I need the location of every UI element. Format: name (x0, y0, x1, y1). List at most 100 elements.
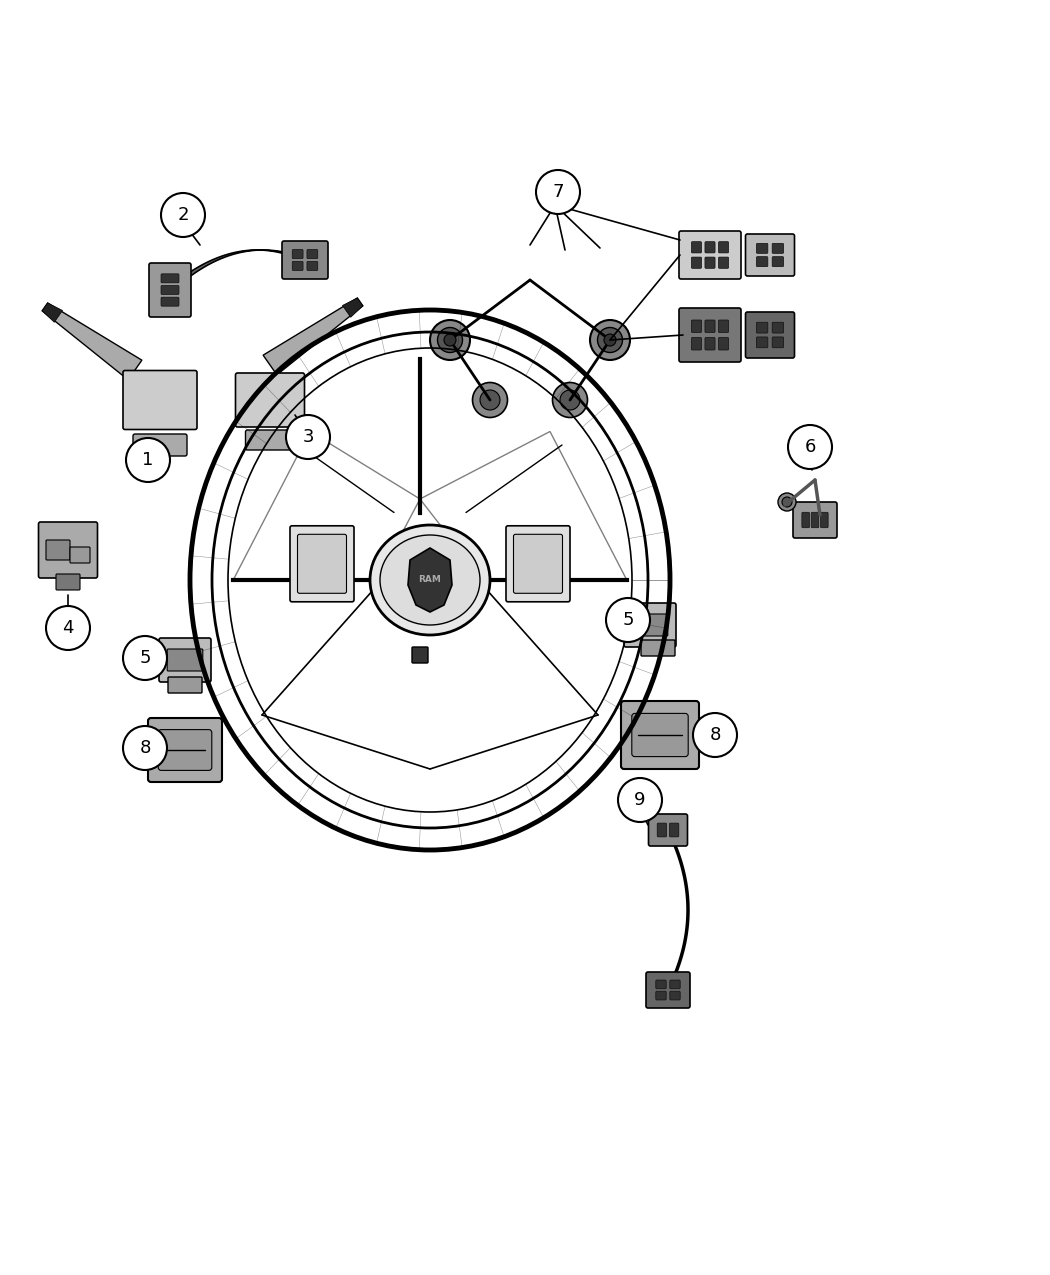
FancyBboxPatch shape (756, 244, 768, 254)
Circle shape (536, 170, 580, 214)
Circle shape (618, 778, 662, 822)
FancyBboxPatch shape (691, 258, 701, 268)
Polygon shape (408, 548, 452, 612)
Ellipse shape (590, 320, 630, 360)
FancyBboxPatch shape (646, 972, 690, 1009)
FancyBboxPatch shape (640, 640, 675, 657)
FancyBboxPatch shape (39, 521, 98, 578)
Ellipse shape (472, 382, 507, 417)
Text: 8: 8 (710, 725, 720, 745)
FancyBboxPatch shape (632, 714, 688, 756)
FancyBboxPatch shape (691, 242, 701, 252)
FancyBboxPatch shape (292, 250, 303, 259)
Ellipse shape (480, 390, 500, 411)
FancyBboxPatch shape (756, 337, 768, 348)
Circle shape (788, 425, 832, 469)
FancyBboxPatch shape (649, 813, 688, 847)
Ellipse shape (430, 320, 470, 360)
FancyBboxPatch shape (624, 603, 676, 646)
FancyBboxPatch shape (656, 980, 666, 988)
Text: RAM: RAM (419, 575, 441, 584)
Text: 3: 3 (302, 428, 314, 446)
Ellipse shape (438, 328, 462, 352)
Ellipse shape (560, 390, 580, 411)
FancyBboxPatch shape (718, 258, 729, 268)
FancyBboxPatch shape (161, 274, 179, 283)
Text: 8: 8 (140, 740, 151, 757)
FancyBboxPatch shape (292, 261, 303, 270)
FancyBboxPatch shape (56, 574, 80, 590)
FancyBboxPatch shape (772, 244, 783, 254)
FancyBboxPatch shape (159, 729, 212, 770)
Text: 1: 1 (143, 451, 153, 469)
FancyBboxPatch shape (793, 502, 837, 538)
FancyBboxPatch shape (297, 534, 346, 593)
Text: 7: 7 (552, 184, 564, 201)
Ellipse shape (370, 525, 490, 635)
FancyBboxPatch shape (679, 309, 741, 362)
FancyBboxPatch shape (756, 256, 768, 266)
FancyBboxPatch shape (307, 250, 318, 259)
FancyBboxPatch shape (756, 323, 768, 333)
FancyBboxPatch shape (148, 718, 222, 782)
FancyBboxPatch shape (133, 434, 187, 456)
FancyBboxPatch shape (718, 338, 729, 351)
Ellipse shape (444, 334, 456, 346)
FancyBboxPatch shape (632, 615, 668, 636)
Circle shape (161, 193, 205, 237)
FancyBboxPatch shape (161, 286, 179, 295)
FancyBboxPatch shape (812, 513, 819, 528)
FancyBboxPatch shape (670, 824, 678, 836)
Polygon shape (264, 298, 363, 375)
FancyBboxPatch shape (70, 547, 90, 564)
Polygon shape (42, 303, 63, 323)
Circle shape (606, 598, 650, 643)
Circle shape (126, 439, 170, 482)
Polygon shape (342, 298, 363, 317)
Circle shape (123, 725, 167, 770)
FancyBboxPatch shape (705, 338, 715, 351)
Text: 2: 2 (177, 207, 189, 224)
FancyBboxPatch shape (506, 525, 570, 602)
Ellipse shape (782, 497, 792, 507)
FancyBboxPatch shape (718, 242, 729, 252)
Circle shape (46, 606, 90, 650)
FancyBboxPatch shape (772, 323, 783, 333)
FancyBboxPatch shape (656, 991, 666, 1000)
FancyBboxPatch shape (513, 534, 563, 593)
Circle shape (286, 414, 330, 459)
FancyBboxPatch shape (290, 525, 354, 602)
FancyBboxPatch shape (705, 258, 715, 268)
FancyBboxPatch shape (820, 513, 828, 528)
Ellipse shape (778, 493, 796, 511)
Circle shape (123, 636, 167, 680)
FancyBboxPatch shape (772, 256, 783, 266)
FancyBboxPatch shape (691, 320, 701, 333)
FancyBboxPatch shape (679, 231, 741, 279)
Polygon shape (42, 303, 142, 380)
FancyBboxPatch shape (691, 338, 701, 351)
Ellipse shape (604, 334, 616, 346)
FancyBboxPatch shape (46, 541, 70, 560)
FancyBboxPatch shape (149, 263, 191, 317)
FancyBboxPatch shape (412, 646, 428, 663)
Ellipse shape (552, 382, 588, 417)
Text: 6: 6 (804, 439, 816, 456)
FancyBboxPatch shape (235, 374, 304, 427)
FancyBboxPatch shape (657, 824, 667, 836)
FancyBboxPatch shape (802, 513, 810, 528)
Text: 9: 9 (634, 790, 646, 810)
FancyBboxPatch shape (307, 261, 318, 270)
FancyBboxPatch shape (772, 337, 783, 348)
FancyBboxPatch shape (161, 297, 179, 306)
FancyBboxPatch shape (670, 980, 680, 988)
Circle shape (693, 713, 737, 757)
FancyBboxPatch shape (705, 320, 715, 333)
FancyBboxPatch shape (718, 320, 729, 333)
FancyBboxPatch shape (746, 312, 795, 358)
Ellipse shape (597, 328, 623, 352)
FancyBboxPatch shape (167, 649, 203, 671)
FancyBboxPatch shape (670, 991, 680, 1000)
FancyBboxPatch shape (168, 677, 202, 694)
FancyBboxPatch shape (123, 371, 197, 430)
